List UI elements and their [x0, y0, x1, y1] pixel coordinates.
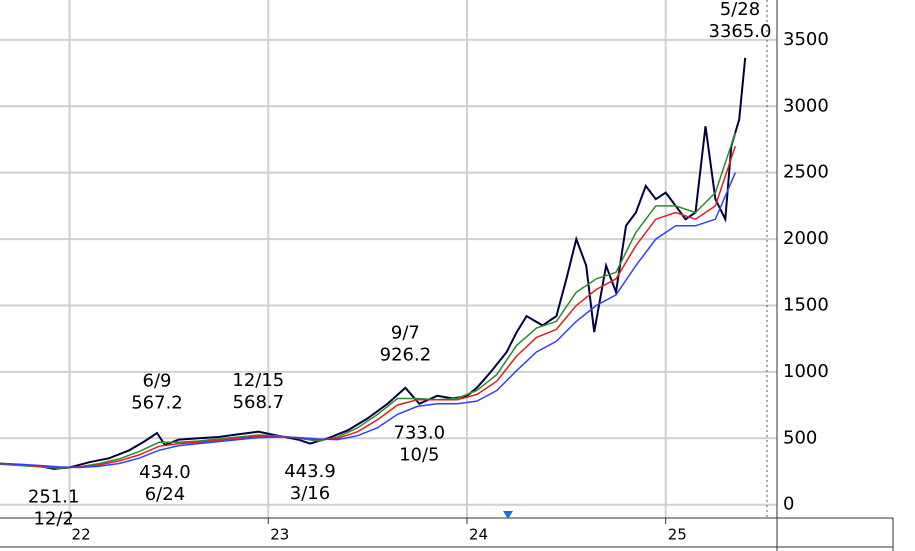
y-tick-label: 2500	[783, 162, 829, 183]
annotation-value: 926.2	[380, 345, 432, 366]
annotation-date: 6/9	[143, 370, 172, 391]
annotation-date: 6/24	[145, 484, 185, 505]
annotation-date: 3/16	[290, 483, 330, 504]
annotation-value: 434.0	[139, 462, 191, 483]
annotation-value: 568.7	[233, 392, 285, 413]
x-tick-label: 25	[668, 526, 687, 544]
y-tick-label: 1500	[783, 294, 829, 315]
annotation-date: 12/15	[232, 370, 284, 391]
moving-average-line	[0, 145, 737, 469]
grid	[0, 0, 777, 518]
annotation-value: 3365.0	[709, 21, 772, 42]
x-tick-label: 23	[270, 526, 289, 544]
annotation-value: 733.0	[394, 422, 446, 443]
x-tick-label: 22	[72, 526, 91, 544]
y-tick-label: 3000	[783, 95, 829, 116]
event-marker	[503, 511, 513, 519]
moving-average-line	[0, 172, 736, 469]
x-tick-label: 24	[469, 526, 488, 544]
moving-average-line	[0, 132, 737, 469]
y-tick-label: 2000	[783, 228, 829, 249]
y-tick-label: 3500	[783, 29, 829, 50]
annotation-value: 251.1	[28, 486, 80, 507]
annotation-date: 9/7	[391, 323, 420, 344]
y-tick-label: 0	[783, 494, 794, 515]
y-tick-label: 1000	[783, 361, 829, 382]
annotation-value: 443.9	[284, 461, 336, 482]
price-line	[0, 57, 747, 470]
annotation-date: 12/2	[33, 508, 73, 529]
annotation-value: 567.2	[131, 392, 183, 413]
y-tick-label: 500	[783, 427, 817, 448]
plot	[0, 57, 747, 470]
annotation-date: 10/5	[399, 444, 439, 465]
annotation-date: 5/28	[720, 0, 760, 20]
